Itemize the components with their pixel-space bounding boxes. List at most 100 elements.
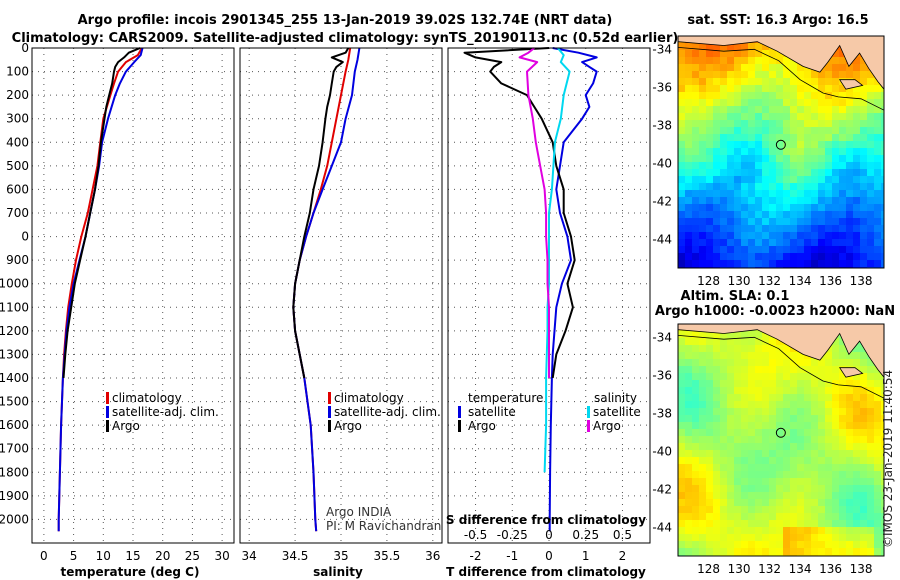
map-cell xyxy=(685,401,693,409)
map-cell xyxy=(755,513,763,521)
map-cell xyxy=(706,366,714,374)
map-cell xyxy=(727,380,735,388)
map-cell xyxy=(783,366,791,374)
x2-tick-label: 0.5 xyxy=(613,528,632,542)
map-cell xyxy=(832,408,840,416)
map-cell xyxy=(783,71,791,79)
map-cell xyxy=(818,527,826,535)
map-cell xyxy=(853,450,861,458)
map-cell xyxy=(755,246,763,254)
lon-tick-label: 128 xyxy=(697,562,720,576)
map-cell xyxy=(825,422,833,430)
map-cell xyxy=(692,506,700,514)
map-cell xyxy=(811,359,819,367)
map-cell xyxy=(818,253,826,261)
map-cell xyxy=(853,373,861,381)
map-cell xyxy=(755,190,763,198)
map-cell xyxy=(832,253,840,261)
map-cell xyxy=(692,373,700,381)
lat-tick-label: -38 xyxy=(652,406,672,420)
map-cell xyxy=(769,148,777,156)
map-cell xyxy=(734,359,742,367)
map-cell xyxy=(678,373,686,381)
map-cell xyxy=(734,64,742,72)
map-cell xyxy=(727,232,735,240)
map-cell xyxy=(790,92,798,100)
map-cell xyxy=(839,380,847,388)
map-cell xyxy=(727,401,735,409)
map-cell xyxy=(762,253,770,261)
map-cell xyxy=(734,485,742,493)
map-cell xyxy=(692,541,700,549)
map-cell xyxy=(741,134,749,142)
map-cell xyxy=(706,190,714,198)
map-cell xyxy=(755,352,763,360)
map-cell xyxy=(874,106,882,114)
legend-label-climatology: climatology xyxy=(112,391,182,405)
map-cell xyxy=(881,520,884,528)
map-cell xyxy=(678,380,686,388)
map-cell xyxy=(818,541,826,549)
map-cell xyxy=(811,443,819,451)
map-cell xyxy=(769,134,777,142)
map-cell xyxy=(734,57,742,65)
map-cell xyxy=(825,71,833,79)
map-cell xyxy=(699,113,707,121)
map-cell xyxy=(776,183,784,191)
map-cell xyxy=(692,527,700,535)
map-cell xyxy=(734,436,742,444)
map-cell xyxy=(692,401,700,409)
map-cell xyxy=(713,366,721,374)
map-cell xyxy=(853,253,861,261)
map-cell xyxy=(685,499,693,507)
map-cell xyxy=(685,134,693,142)
map-cell xyxy=(678,415,686,423)
map-cell xyxy=(699,71,707,79)
map-cell xyxy=(797,429,805,437)
map-cell xyxy=(804,148,812,156)
map-cell xyxy=(818,225,826,233)
difference-x-ticks: -2 -1 0 1 2 xyxy=(470,549,627,563)
legend-label-satellite: satellite-adj. clim. xyxy=(112,405,219,419)
map-cell xyxy=(755,169,763,177)
map-cell xyxy=(790,127,798,135)
map-cell xyxy=(881,527,884,535)
map-cell xyxy=(741,499,749,507)
map-cell xyxy=(678,148,686,156)
map-cell xyxy=(678,127,686,135)
salinity-x-ticks: 34 34.5 35 35.5 36 xyxy=(242,549,441,563)
map-cell xyxy=(769,120,777,128)
map-cell xyxy=(832,387,840,395)
map-cell xyxy=(741,260,749,268)
map-cell xyxy=(797,548,805,556)
map-cell xyxy=(867,232,875,240)
map-cell xyxy=(776,352,784,360)
map-cell xyxy=(678,120,686,128)
map-cell xyxy=(832,366,840,374)
map-cell xyxy=(783,492,791,500)
map-cell xyxy=(797,176,805,184)
map-cell xyxy=(706,239,714,247)
y-tick-label: 100 xyxy=(6,65,29,79)
map-cell xyxy=(783,85,791,93)
map-cell xyxy=(741,239,749,247)
map-cell xyxy=(699,422,707,430)
map-cell xyxy=(846,197,854,205)
map-cell xyxy=(790,471,798,479)
map-cell xyxy=(706,436,714,444)
map-cell xyxy=(860,359,868,367)
map-cell xyxy=(825,478,833,486)
map-cell xyxy=(769,401,777,409)
map-cell xyxy=(713,506,721,514)
map-cell xyxy=(706,380,714,388)
map-cell xyxy=(713,148,721,156)
map-cell xyxy=(685,415,693,423)
map-cell xyxy=(839,338,847,346)
map-cell xyxy=(720,366,728,374)
map-cell xyxy=(797,534,805,542)
map-cell xyxy=(853,345,861,353)
map-cell xyxy=(706,506,714,514)
map-cell xyxy=(699,408,707,416)
map-cell xyxy=(755,204,763,212)
map-cell xyxy=(741,359,749,367)
